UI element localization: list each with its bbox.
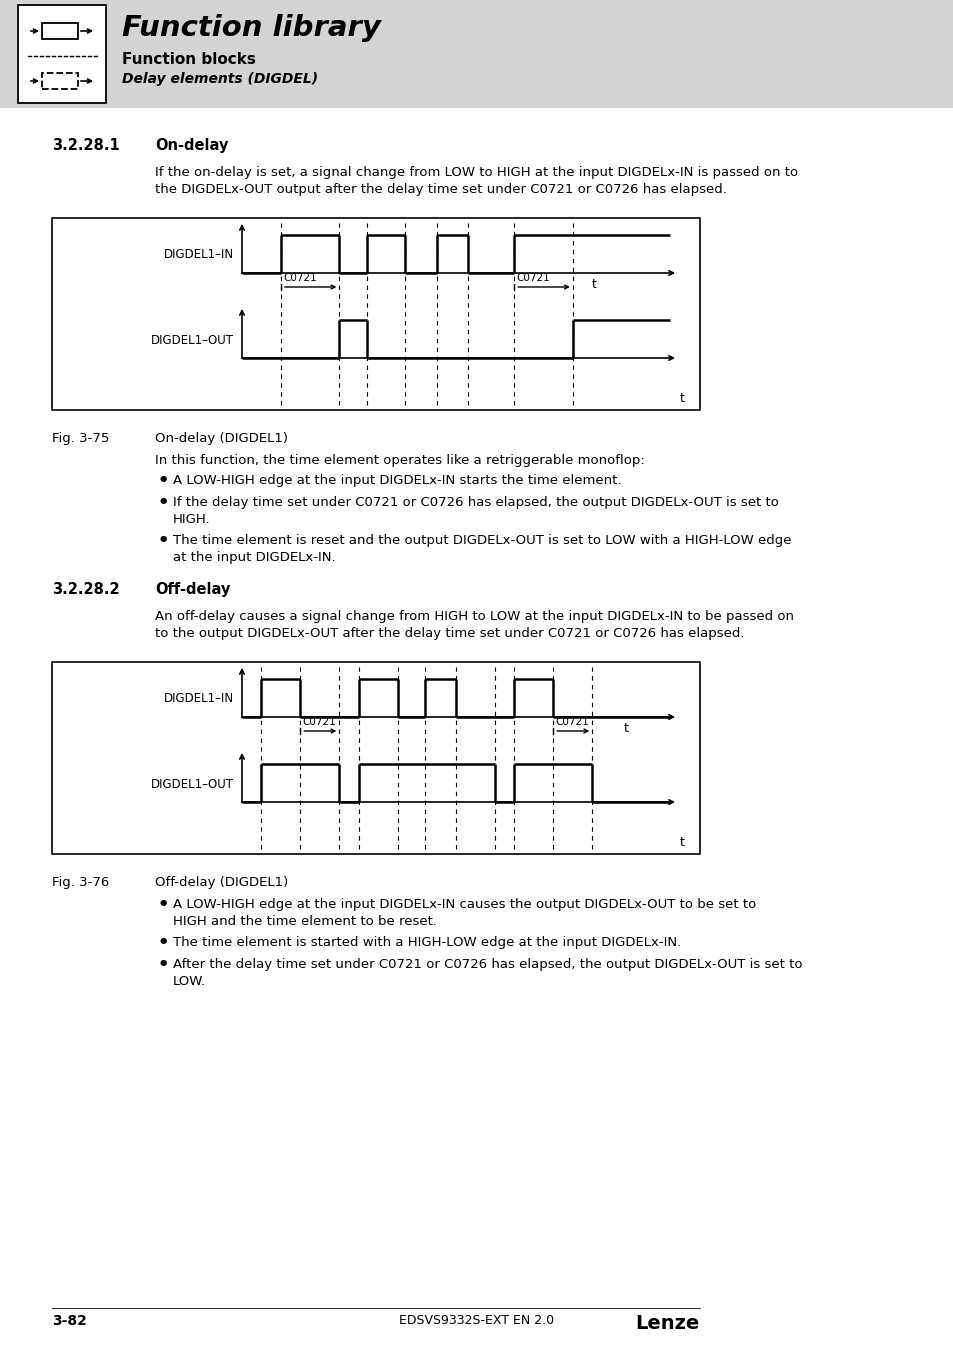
Bar bbox=[42, 73, 78, 89]
Text: DIGDEL1–IN: DIGDEL1–IN bbox=[164, 693, 233, 706]
Text: ●: ● bbox=[160, 495, 167, 505]
Text: 3-82: 3-82 bbox=[52, 1314, 87, 1328]
Text: Off-delay (DIGDEL1): Off-delay (DIGDEL1) bbox=[154, 876, 288, 890]
Text: ●: ● bbox=[160, 535, 167, 543]
Text: Function blocks: Function blocks bbox=[122, 53, 255, 68]
Bar bbox=[0, 0, 953, 108]
Text: A LOW-HIGH edge at the input DIGDELx-IN starts the time element.: A LOW-HIGH edge at the input DIGDELx-IN … bbox=[172, 474, 620, 487]
Text: In this function, the time element operates like a retriggerable monoflop:: In this function, the time element opera… bbox=[154, 454, 644, 467]
Text: An off-delay causes a signal change from HIGH to LOW at the input DIGDELx-IN to : An off-delay causes a signal change from… bbox=[154, 610, 793, 640]
Text: 3.2.28.2: 3.2.28.2 bbox=[52, 582, 119, 597]
Text: If the on-delay is set, a signal change from LOW to HIGH at the input DIGDELx-IN: If the on-delay is set, a signal change … bbox=[154, 166, 798, 196]
Text: 3.2.28.1: 3.2.28.1 bbox=[52, 138, 120, 153]
Text: Function library: Function library bbox=[122, 14, 380, 42]
Text: ●: ● bbox=[160, 474, 167, 483]
Text: Off-delay: Off-delay bbox=[154, 582, 230, 597]
Text: Delay elements (DIGDEL): Delay elements (DIGDEL) bbox=[122, 72, 317, 86]
Text: ●: ● bbox=[160, 936, 167, 945]
Text: DIGDEL1–OUT: DIGDEL1–OUT bbox=[151, 333, 233, 347]
Text: The time element is reset and the output DIGDELx-OUT is set to LOW with a HIGH-L: The time element is reset and the output… bbox=[172, 535, 791, 564]
Text: If the delay time set under C0721 or C0726 has elapsed, the output DIGDELx-OUT i: If the delay time set under C0721 or C07… bbox=[172, 495, 778, 526]
Text: t: t bbox=[592, 278, 597, 292]
Text: C0721: C0721 bbox=[302, 717, 335, 728]
Bar bbox=[18, 5, 106, 103]
Text: Lenze: Lenze bbox=[635, 1314, 700, 1332]
Text: t: t bbox=[679, 836, 684, 849]
Text: DIGDEL1–IN: DIGDEL1–IN bbox=[164, 248, 233, 262]
Text: Fig. 3-76: Fig. 3-76 bbox=[52, 876, 110, 890]
Text: t: t bbox=[679, 392, 684, 405]
Text: C0721: C0721 bbox=[516, 273, 550, 284]
Text: EDSVS9332S-EXT EN 2.0: EDSVS9332S-EXT EN 2.0 bbox=[399, 1314, 554, 1327]
Text: DIGDEL1–OUT: DIGDEL1–OUT bbox=[151, 778, 233, 791]
Text: t: t bbox=[622, 722, 627, 736]
Text: After the delay time set under C0721 or C0726 has elapsed, the output DIGDELx-OU: After the delay time set under C0721 or … bbox=[172, 958, 801, 988]
Text: C0721: C0721 bbox=[555, 717, 588, 728]
Text: On-delay: On-delay bbox=[154, 138, 228, 153]
Bar bbox=[42, 23, 78, 39]
Text: Fig. 3-75: Fig. 3-75 bbox=[52, 432, 110, 446]
Text: ●: ● bbox=[160, 958, 167, 967]
Text: A LOW-HIGH edge at the input DIGDELx-IN causes the output DIGDELx-OUT to be set : A LOW-HIGH edge at the input DIGDELx-IN … bbox=[172, 898, 756, 927]
Text: On-delay (DIGDEL1): On-delay (DIGDEL1) bbox=[154, 432, 288, 446]
Bar bbox=[52, 662, 700, 855]
Text: ●: ● bbox=[160, 898, 167, 907]
Text: C0721: C0721 bbox=[283, 273, 316, 284]
Bar bbox=[52, 217, 700, 410]
Text: The time element is started with a HIGH-LOW edge at the input DIGDELx-IN.: The time element is started with a HIGH-… bbox=[172, 936, 680, 949]
